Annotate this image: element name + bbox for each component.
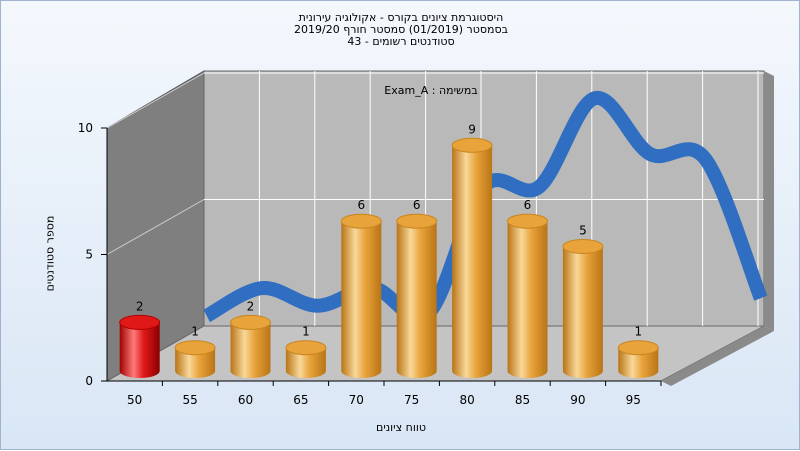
- bar-body: [341, 221, 382, 378]
- bar-top: [451, 137, 493, 153]
- bar-body: [285, 347, 326, 378]
- bar-body: [396, 221, 437, 378]
- x-tick-label: 80: [459, 393, 474, 407]
- bar-top: [340, 213, 382, 229]
- data-label: 9: [468, 122, 476, 136]
- x-tick-label: 75: [404, 393, 419, 407]
- data-label: 6: [357, 198, 365, 212]
- bar: 1: [174, 325, 216, 378]
- data-label: 6: [413, 198, 421, 212]
- bar-top: [174, 340, 216, 356]
- grid-line-h-left: [106, 72, 205, 129]
- bar-body: [175, 347, 216, 378]
- bar: 6: [396, 198, 438, 378]
- x-tick-label: 70: [349, 393, 364, 407]
- x-tick-label: 65: [293, 393, 308, 407]
- bar-top: [396, 213, 438, 229]
- x-tick-label: 60: [238, 393, 253, 407]
- grid-line-h-left: [106, 199, 205, 255]
- bar: 2: [230, 299, 271, 378]
- x-tick-label: 95: [626, 393, 641, 407]
- title-line-3: סטודנטים רשומים - 43: [347, 35, 455, 48]
- bar-top: [285, 340, 327, 356]
- chart-subtitle: Exam_A : במשימה: [384, 84, 478, 97]
- bar-top: [617, 340, 659, 356]
- bar-body: [230, 322, 271, 378]
- x-tick-label: 90: [570, 393, 585, 407]
- y-tick-label: 5: [85, 248, 93, 262]
- y-tick-label: 0: [85, 374, 93, 388]
- bar: 9: [451, 122, 493, 378]
- bar: 6: [340, 198, 382, 378]
- data-label: 1: [302, 325, 310, 339]
- bar: 2: [119, 299, 161, 378]
- data-label: 5: [579, 224, 587, 238]
- data-label: 2: [136, 299, 144, 313]
- y-tick-label: 10: [78, 121, 93, 135]
- bar: 1: [285, 325, 327, 378]
- bar-body: [452, 145, 493, 378]
- x-tick-label: 85: [515, 393, 530, 407]
- chart-title: היסטוגרמת ציונים בקורס - אקולוגיה עירוני…: [1, 12, 800, 48]
- x-axis-title: טווח ציונים: [376, 421, 426, 434]
- data-label: 2: [247, 299, 255, 313]
- bar: 6: [507, 198, 548, 378]
- floor-edge: [661, 326, 774, 386]
- distribution-curve: [203, 91, 768, 325]
- title-line-1: היסטוגרמת ציונים בקורס - אקולוגיה עירוני…: [298, 11, 504, 24]
- bar-top: [230, 314, 271, 330]
- data-label: 1: [191, 325, 199, 339]
- bar-body: [507, 221, 548, 378]
- bar-top: [119, 314, 161, 330]
- data-label: 6: [524, 198, 532, 212]
- x-tick-label: 55: [182, 393, 197, 407]
- bar-body: [562, 246, 603, 378]
- bar-top: [562, 239, 604, 254]
- y-axis-title: מספר סטודנטים: [43, 215, 57, 292]
- bar-top: [507, 213, 548, 229]
- bar: 1: [617, 325, 659, 378]
- data-label: 1: [634, 325, 642, 339]
- back-wall-edge: [764, 71, 774, 331]
- bar-body: [119, 322, 160, 378]
- bar-body: [618, 347, 659, 378]
- bar: 5: [562, 224, 604, 378]
- x-tick-label: 50: [127, 393, 142, 407]
- title-line-2: בסמסטר (01/2019) סמסטר חורף 2019/20: [294, 23, 508, 36]
